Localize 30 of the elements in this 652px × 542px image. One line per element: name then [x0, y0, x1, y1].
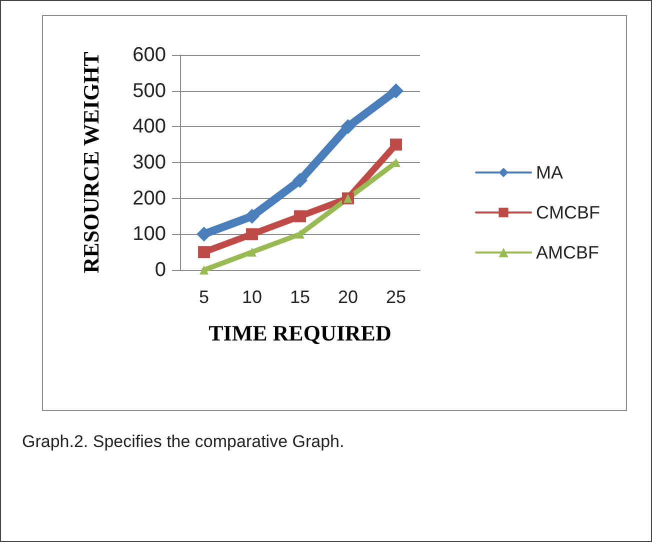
y-tick-label: 300 [132, 152, 166, 174]
legend-label: MA [536, 162, 564, 182]
y-tick-label: 0 [154, 259, 166, 281]
point [248, 248, 256, 257]
x-tick-label: 20 [338, 287, 358, 307]
point [246, 228, 258, 240]
y-axis-title: RESOURCE WEIGHT [78, 51, 104, 274]
legend-label: CMCBF [536, 202, 600, 222]
point [390, 138, 402, 151]
text: Graph.2. Specifies the comparative Graph. [22, 432, 344, 452]
legend-label: AMCBF [536, 242, 600, 262]
point [198, 246, 210, 258]
y-tick-label: 200 [132, 187, 166, 210]
point [340, 119, 356, 134]
point [244, 208, 260, 224]
x-tick-label: 15 [290, 287, 310, 307]
x-tick-label: 25 [386, 287, 406, 307]
x-axis-title: TIME REQUIRED [208, 320, 392, 346]
y-tick-label: 500 [132, 80, 166, 102]
point [196, 226, 212, 242]
y-tick-label: 600 [132, 44, 166, 66]
point [296, 230, 304, 239]
point [294, 210, 306, 222]
x-tick-label: 5 [198, 287, 210, 307]
point [200, 266, 208, 274]
point [388, 83, 404, 98]
x-tick-label: 10 [242, 287, 262, 307]
point [292, 172, 308, 188]
y-tick-label: 100 [132, 223, 166, 246]
y-tick-label: 400 [132, 116, 166, 138]
